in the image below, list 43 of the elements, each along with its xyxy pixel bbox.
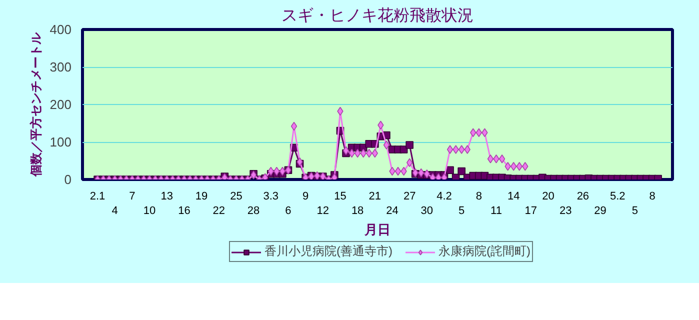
x-tick-label: 19 <box>195 190 208 202</box>
x-tick-label: 13 <box>160 190 173 202</box>
x-tick-label: 15 <box>334 190 346 202</box>
legend-label: 永康病院(詫間町) <box>438 243 530 260</box>
x-tick-label: 8 <box>649 190 656 202</box>
x-tick-label: 14 <box>507 190 520 202</box>
y-tick-label: 400 <box>50 22 72 37</box>
y-tick-label: 0 <box>64 172 72 187</box>
x-tick-label: 9 <box>302 190 309 202</box>
x-tick-label: 29 <box>594 204 606 217</box>
x-tick-label: 5 <box>458 204 465 217</box>
x-tick-label: 6 <box>285 204 292 217</box>
x-tick-label: 22 <box>212 204 226 217</box>
y-axis-title: 個数／平方センチメートル <box>28 32 43 178</box>
x-tick-label: 8 <box>476 190 482 202</box>
x-tick-label: 12 <box>316 204 330 217</box>
x-tick-label: 21 <box>368 190 382 202</box>
y-tick-label: 100 <box>50 134 72 150</box>
y-tick-label: 300 <box>50 60 72 74</box>
x-tick-label: 4.2 <box>436 190 452 202</box>
y-tick-label: 200 <box>50 97 72 112</box>
x-tick-label: 18 <box>351 204 364 217</box>
x-tick-label: 10 <box>143 204 156 217</box>
x-tick-label: 5.2 <box>610 190 626 202</box>
x-tick-label: 17 <box>524 204 538 217</box>
x-tick-label: 11 <box>490 204 502 217</box>
x-axis-title: 月日 <box>364 222 390 237</box>
x-tick-label: 16 <box>178 204 190 217</box>
x-tick-label: 4 <box>112 204 118 217</box>
x-tick-label: 7 <box>129 190 136 202</box>
legend-label: 香川小児病院(善通寺市) <box>264 243 392 260</box>
x-tick-label: 20 <box>542 190 554 202</box>
x-tick-label: 25 <box>230 190 242 202</box>
x-tick-label: 3.3 <box>263 190 279 202</box>
x-tick-label: 23 <box>559 204 572 217</box>
x-tick-label: 5 <box>632 204 638 217</box>
x-tick-label: 30 <box>420 204 434 217</box>
x-tick-label: 2.1 <box>90 190 106 202</box>
x-tick-label: 27 <box>403 190 416 202</box>
x-tick-label: 24 <box>386 204 398 217</box>
x-tick-label: 26 <box>576 190 590 202</box>
chart-title: スギ・ヒノキ花粉飛散状況 <box>282 6 474 24</box>
x-tick-label: 28 <box>247 204 260 217</box>
